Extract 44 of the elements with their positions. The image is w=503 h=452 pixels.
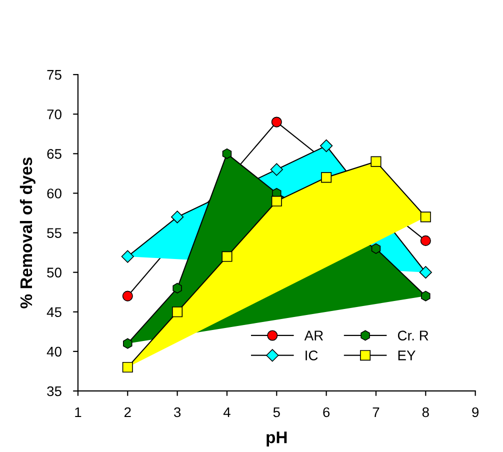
point	[121, 250, 134, 263]
point	[320, 139, 333, 152]
y-tick-label: 75	[47, 70, 62, 80]
y-tick-label: 60	[47, 188, 62, 198]
x-tick-label: 6	[323, 407, 330, 418]
point	[172, 306, 183, 318]
point	[122, 290, 133, 302]
x-tick-label: 7	[372, 407, 380, 418]
x-tick-label: 9	[472, 407, 479, 418]
point	[321, 172, 332, 183]
y-tick-label: 65	[47, 149, 62, 159]
point	[271, 196, 282, 206]
point	[170, 210, 184, 224]
point	[222, 251, 232, 262]
legend-label: IC	[306, 350, 318, 360]
point	[419, 266, 432, 279]
point	[222, 148, 232, 159]
x-tick-label: 5	[273, 407, 280, 418]
point	[371, 243, 381, 254]
y-tick-label: 40	[46, 346, 62, 357]
y-tick-label: 45	[46, 307, 62, 318]
point	[271, 116, 282, 128]
x-tick-label: 3	[174, 407, 181, 418]
x-axis-title: pH	[266, 432, 287, 447]
y-tick-label: 35	[47, 386, 62, 396]
point	[420, 235, 431, 246]
point	[122, 362, 133, 373]
y-tick-label: 70	[47, 109, 62, 120]
legend-label: EY	[398, 350, 416, 360]
x-tick-label: 2	[124, 407, 131, 418]
point	[172, 282, 182, 294]
x-tick-label: 8	[422, 407, 429, 418]
point	[123, 338, 132, 349]
x-tick-label: 1	[75, 407, 82, 418]
legend-label: Cr. R	[398, 330, 428, 340]
point	[270, 163, 283, 176]
y-axis-title: % Removal of dyes	[20, 158, 36, 308]
point	[420, 212, 431, 222]
y-tick-label: 50	[47, 268, 62, 278]
x-tick-label: 4	[223, 407, 230, 418]
point	[370, 156, 382, 167]
point	[421, 290, 430, 302]
y-tick-label: 55	[47, 228, 62, 238]
legend-label: AR	[304, 330, 323, 340]
